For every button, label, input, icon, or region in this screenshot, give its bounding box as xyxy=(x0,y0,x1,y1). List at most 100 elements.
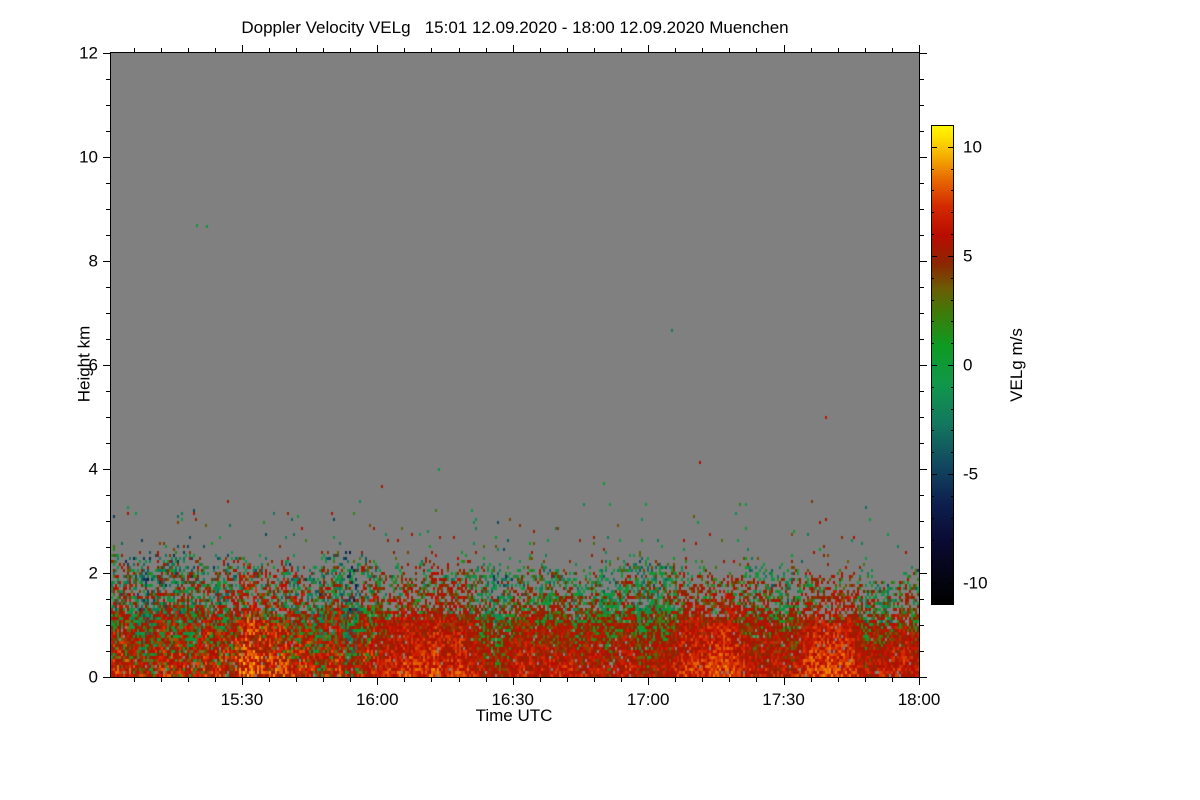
x-tick-minor xyxy=(675,677,677,682)
x-tick-minor-top xyxy=(702,48,704,53)
x-tick-minor xyxy=(404,677,406,682)
x-tick-minor-top xyxy=(214,48,216,53)
y-tick-label: 2 xyxy=(88,563,98,583)
colorbar-tick-minor xyxy=(931,277,934,279)
y-tick-minor xyxy=(106,339,111,340)
colorbar-tick-minor-right xyxy=(951,343,954,345)
colorbar-tick-minor xyxy=(931,299,934,301)
x-tick-major xyxy=(377,677,379,685)
x-tick-minor xyxy=(160,677,162,682)
colorbar-tick-minor-right xyxy=(951,517,954,519)
y-tick-minor-right xyxy=(919,547,924,548)
x-tick-minor xyxy=(593,677,595,682)
colorbar-tick-major-right xyxy=(948,146,954,148)
x-tick-minor-top xyxy=(350,48,352,53)
colorbar-tick-minor xyxy=(931,168,934,170)
x-tick-minor-top xyxy=(810,48,812,53)
y-tick-minor-right xyxy=(919,521,924,522)
y-tick-minor-right xyxy=(919,495,924,496)
heatmap-canvas xyxy=(111,53,919,677)
colorbar-tick-minor xyxy=(931,495,934,497)
x-tick-minor-top xyxy=(837,48,839,53)
x-tick-label: 16:00 xyxy=(356,690,399,709)
x-tick-minor-top xyxy=(404,48,406,53)
colorbar-tick-label: 0 xyxy=(963,355,973,375)
y-tick-major-right xyxy=(919,573,927,574)
x-tick-major-top xyxy=(783,45,785,53)
y-tick-major xyxy=(103,157,111,158)
y-tick-minor xyxy=(106,443,111,444)
y-tick-minor xyxy=(106,313,111,314)
x-tick-major xyxy=(648,677,650,685)
y-tick-minor-right xyxy=(919,209,924,210)
colorbar: 10 5 0 -5 -10 xyxy=(931,125,988,605)
colorbar-tick-minor xyxy=(931,234,934,236)
x-tick-major-top xyxy=(241,45,243,53)
y-tick-minor xyxy=(106,183,111,184)
y-tick-minor xyxy=(106,521,111,522)
x-tick-major xyxy=(512,677,514,685)
x-tick-minor xyxy=(187,677,189,682)
colorbar-tick-minor xyxy=(931,539,934,541)
y-tick-minor-right xyxy=(919,183,924,184)
x-axis-title: Time UTC xyxy=(475,706,553,725)
x-tick-minor xyxy=(458,677,460,682)
y-tick-minor xyxy=(106,79,111,80)
colorbar-tick-minor-right xyxy=(951,561,954,563)
y-tick-major xyxy=(103,261,111,262)
colorbar-tick-major xyxy=(931,583,937,585)
x-tick-label: 18:00 xyxy=(897,690,941,709)
colorbar-tick-label: -10 xyxy=(963,573,988,593)
x-tick-minor-top xyxy=(621,48,623,53)
y-tick-minor xyxy=(106,417,111,418)
x-tick-minor-top xyxy=(458,48,460,53)
x-tick-minor xyxy=(323,677,325,682)
y-tick-label: 6 xyxy=(88,355,98,375)
colorbar-tick-minor xyxy=(931,561,934,563)
colorbar-tick-major xyxy=(931,365,937,366)
colorbar-tick-major-right xyxy=(948,474,954,476)
y-tick-major-right xyxy=(919,677,927,678)
y-tick-major-right xyxy=(919,53,927,54)
y-tick-major-right xyxy=(919,469,927,470)
colorbar-tick-minor xyxy=(931,343,934,345)
x-tick-label: 17:30 xyxy=(762,690,805,709)
y-tick-minor xyxy=(106,391,111,392)
x-tick-minor xyxy=(756,677,758,682)
y-tick-minor-right xyxy=(919,105,924,106)
y-tick-minor-right xyxy=(919,599,924,600)
y-tick-major-right xyxy=(919,157,927,158)
x-tick-minor-top xyxy=(675,48,677,53)
y-tick-minor-right xyxy=(919,339,924,340)
x-tick-minor xyxy=(891,677,893,682)
y-tick-major xyxy=(103,573,111,574)
y-tick-label: 10 xyxy=(79,147,98,167)
colorbar-tick-minor-right xyxy=(951,430,954,432)
y-tick-major-right xyxy=(919,365,927,366)
colorbar-tick-label: 5 xyxy=(963,246,973,266)
colorbar-title-label: VELg m/s xyxy=(1006,328,1026,402)
x-tick-minor-top xyxy=(539,48,541,53)
colorbar-tick-label: 10 xyxy=(963,137,982,157)
x-tick-minor-top xyxy=(268,48,270,53)
x-tick-minor-top xyxy=(566,48,568,53)
x-tick-minor xyxy=(431,677,433,682)
y-tick-minor xyxy=(106,209,111,210)
y-tick-minor-right xyxy=(919,79,924,80)
x-tick-minor xyxy=(214,677,216,682)
x-tick-major-top xyxy=(512,45,514,53)
x-tick-minor xyxy=(810,677,812,682)
x-tick-label: 17:00 xyxy=(626,690,670,709)
colorbar-tick-minor-right xyxy=(951,386,954,388)
y-tick-minor xyxy=(106,495,111,496)
colorbar-tick-minor-right xyxy=(951,168,954,170)
x-tick-minor xyxy=(621,677,623,682)
x-tick-minor-top xyxy=(756,48,758,53)
x-tick-minor xyxy=(864,677,866,682)
y-tick-label: 8 xyxy=(88,251,98,271)
y-tick-minor xyxy=(106,105,111,106)
colorbar-tick-major xyxy=(931,474,937,476)
x-tick-minor xyxy=(566,677,568,682)
x-tick-minor-top xyxy=(133,48,135,53)
